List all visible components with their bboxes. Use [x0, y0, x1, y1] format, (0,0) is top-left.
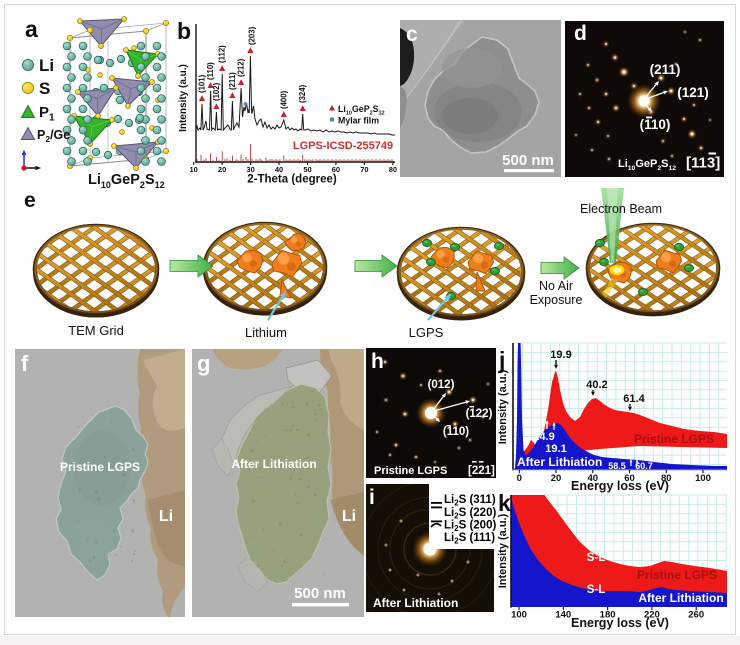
svg-text:10: 10: [190, 165, 198, 174]
svg-text:S-L: S-L: [587, 584, 606, 596]
svg-text:Lithium: Lithium: [245, 325, 287, 340]
svg-text:50: 50: [303, 165, 311, 174]
svg-text:i: i: [369, 486, 375, 509]
svg-text:Intensity (a.u.): Intensity (a.u.): [178, 64, 189, 132]
svg-text:f: f: [21, 351, 29, 376]
svg-text:g: g: [197, 351, 210, 376]
svg-text:c: c: [406, 23, 418, 46]
svg-text:LGPS: LGPS: [409, 325, 444, 340]
svg-text:100: 100: [695, 473, 711, 484]
svg-text:70: 70: [360, 165, 368, 174]
svg-text:(110): (110): [206, 62, 215, 80]
svg-text:19.9: 19.9: [550, 349, 571, 361]
svg-text:Pristine LGPS: Pristine LGPS: [374, 465, 447, 477]
svg-text:After Lithiation: After Lithiation: [638, 591, 723, 605]
svg-text:h: h: [371, 350, 384, 373]
svg-text:(110): (110): [443, 426, 469, 438]
svg-text:220: 220: [644, 610, 660, 621]
svg-text:S-L: S-L: [587, 552, 606, 564]
svg-text:14.9: 14.9: [533, 431, 554, 443]
svg-text:(122): (122): [466, 408, 493, 420]
svg-text:(101): (101): [198, 74, 207, 93]
svg-text:20: 20: [218, 165, 226, 174]
svg-text:20: 20: [551, 473, 562, 484]
svg-text:a: a: [25, 16, 38, 42]
svg-text:Pristine LGPS: Pristine LGPS: [634, 432, 714, 446]
svg-text:(212): (212): [237, 58, 246, 77]
svg-text:80: 80: [389, 165, 397, 174]
svg-text:(102): (102): [212, 82, 221, 101]
svg-text:S: S: [39, 79, 50, 98]
svg-text:260: 260: [688, 610, 704, 621]
svg-text:e: e: [24, 189, 36, 212]
svg-text:LGPS-ICSD-255749: LGPS-ICSD-255749: [293, 140, 393, 152]
svg-text:60: 60: [624, 473, 635, 484]
svg-text:2-Theta (degree): 2-Theta (degree): [247, 174, 337, 186]
svg-text:Energy loss (eV): Energy loss (eV): [571, 616, 669, 630]
svg-text:After Lithiation: After Lithiation: [231, 457, 316, 471]
svg-text:TEM Grid: TEM Grid: [68, 323, 124, 338]
svg-text:Li2S (200): Li2S (200): [444, 520, 496, 533]
svg-text:After Lithiation: After Lithiation: [373, 596, 458, 610]
svg-text:30: 30: [246, 165, 254, 174]
svg-text:Li10GeP2S12: Li10GeP2S12: [618, 158, 676, 172]
svg-text:d: d: [574, 22, 587, 45]
svg-text:40: 40: [275, 165, 283, 174]
svg-text:(324): (324): [298, 84, 307, 103]
svg-text:Electron Beam: Electron Beam: [580, 202, 662, 216]
svg-text:[221]: [221]: [468, 465, 495, 477]
svg-text:Pristine LGPS: Pristine LGPS: [60, 460, 140, 474]
svg-text:(112): (112): [218, 45, 227, 63]
svg-text:140: 140: [555, 610, 571, 621]
svg-text:(211): (211): [228, 72, 237, 90]
svg-text:Energy loss (eV): Energy loss (eV): [571, 479, 669, 493]
svg-text:Li: Li: [159, 508, 173, 525]
svg-text:Intensity (a.u.): Intensity (a.u.): [497, 513, 509, 588]
svg-text:500 nm: 500 nm: [294, 585, 346, 602]
svg-text:(203): (203): [247, 26, 256, 45]
svg-text:58.5: 58.5: [608, 461, 626, 471]
svg-text:40: 40: [588, 473, 599, 484]
svg-text:80: 80: [661, 473, 672, 484]
svg-text:Li: Li: [342, 508, 356, 525]
svg-text:Li: Li: [39, 56, 54, 75]
svg-text:Li2S (220): Li2S (220): [444, 507, 496, 520]
svg-text:(121): (121): [677, 85, 709, 100]
svg-text:Exposure: Exposure: [530, 293, 583, 307]
svg-text:b: b: [177, 18, 191, 44]
svg-text:Intensity (a.u.): Intensity (a.u.): [497, 369, 509, 444]
svg-text:Pristine LGPS: Pristine LGPS: [637, 568, 717, 582]
svg-text:j: j: [498, 347, 505, 373]
svg-text:(400): (400): [279, 90, 288, 109]
svg-text:P2/Ge: P2/Ge: [37, 128, 70, 144]
svg-text:60.7: 60.7: [635, 461, 653, 471]
svg-text:(012): (012): [428, 379, 455, 391]
svg-text:After Lithiation: After Lithiation: [517, 455, 602, 469]
svg-text:(211): (211): [650, 62, 681, 77]
svg-text:500 nm: 500 nm: [502, 152, 554, 169]
svg-text:100: 100: [511, 610, 527, 621]
svg-text:Li2S (311): Li2S (311): [444, 494, 496, 507]
svg-text:Li10GeP2S12: Li10GeP2S12: [88, 172, 165, 190]
svg-text:No Air: No Air: [539, 279, 573, 293]
svg-text:Li2S (111): Li2S (111): [444, 532, 495, 545]
svg-text:Mylar film: Mylar film: [338, 116, 379, 126]
svg-text:19.1: 19.1: [545, 443, 566, 455]
svg-text:60: 60: [332, 165, 340, 174]
svg-text:40.2: 40.2: [586, 379, 607, 391]
svg-text:0: 0: [517, 473, 522, 484]
svg-text:61.4: 61.4: [623, 393, 645, 405]
svg-text:k: k: [498, 490, 511, 516]
svg-text:180: 180: [600, 610, 616, 621]
svg-text:[113]: [113]: [686, 155, 720, 172]
svg-text:(110): (110): [640, 117, 671, 132]
